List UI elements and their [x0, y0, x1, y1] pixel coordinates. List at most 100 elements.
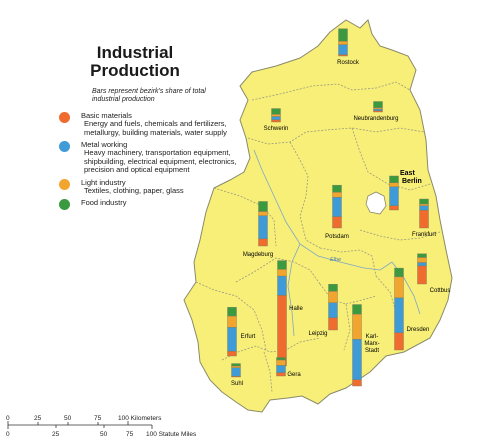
bar-segment-cottbus-0 — [417, 253, 427, 258]
scale-mi-75: 75 — [126, 431, 134, 438]
bar-segment-magdeburg-2 — [258, 215, 268, 240]
scale-km-50: 50 — [64, 415, 72, 422]
scale-mi-50: 50 — [100, 431, 108, 438]
bar-segment-erfurt-3 — [227, 351, 237, 357]
bar-segment-halle-2 — [277, 275, 287, 296]
bar-segment-magdeburg-0 — [258, 201, 268, 212]
bar-segment-magdeburg-1 — [258, 211, 268, 216]
legend-item-light-industry: Light industry Textiles, clothing, paper… — [59, 178, 244, 196]
bar-segment-east-berlin-2 — [389, 186, 399, 206]
label-elbe: Elbe — [330, 257, 341, 263]
label-karl-marx-stadt-3: Stadt — [365, 348, 379, 354]
bar-segment-schwerin-2 — [271, 116, 281, 121]
label-suhl: Suhl — [231, 381, 243, 387]
legend-label: Food industry — [81, 198, 127, 207]
bar-segment-erfurt-1 — [227, 315, 237, 328]
label-leipzig: Leipzig — [308, 331, 327, 337]
bar-segment-schwerin-3 — [271, 119, 281, 123]
legend-label: Light industry — [81, 177, 126, 187]
legend-item-metal-working: Metal working Heavy machinery, transport… — [59, 140, 244, 175]
bar-segment-erfurt-2 — [227, 327, 237, 352]
production-bars — [227, 28, 429, 387]
bar-segment-magdeburg-3 — [258, 238, 268, 247]
legend-swatch-food-industry — [59, 199, 70, 210]
bar-segment-halle-1 — [277, 269, 287, 277]
bar-segment-rostock-1 — [338, 41, 348, 45]
bar-segment-cottbus-3 — [417, 265, 427, 285]
bar-segment-leipzig-0 — [328, 284, 338, 292]
label-cottbus: Cottbus — [430, 288, 451, 294]
bar-segment-dresden-0 — [394, 267, 404, 278]
legend-swatch-light-industry — [59, 178, 70, 190]
bar-segment-frankfurt-0 — [419, 198, 429, 205]
map-subtitle: Bars represent bezirk's share of total i… — [92, 88, 206, 103]
bar-segment-frankfurt-2 — [419, 205, 429, 211]
legend-label: Metal working — [81, 140, 128, 149]
label-east-berlin-2: Berlin — [402, 178, 422, 185]
bar-segment-gera-3 — [276, 372, 286, 377]
label-gera: Gera — [287, 372, 301, 378]
bar-segment-dresden-3 — [394, 332, 404, 351]
legend-description: Heavy machinery, transportation equipmen… — [84, 148, 237, 174]
legend-swatch-basic-materials — [59, 112, 70, 123]
bar-segment-east-berlin-3 — [389, 205, 399, 211]
bar-segment-leipzig-3 — [328, 317, 338, 331]
bar-segment-suhl-2 — [231, 367, 241, 377]
bar-segment-neubrandenburg-2 — [373, 108, 383, 111]
legend-swatch-metal-working — [59, 141, 70, 152]
bezirk-boundaries — [195, 81, 441, 393]
label-karl-marx-stadt-2: Marx- — [364, 341, 379, 347]
bar-segment-karl-marx-stadt-2 — [352, 339, 362, 380]
bar-segment-rostock-0 — [338, 28, 348, 42]
label-magdeburg: Magdeburg — [243, 252, 273, 258]
bar-segment-potsdam-3 — [332, 216, 342, 229]
bar-segment-leipzig-1 — [328, 291, 338, 303]
bar-segment-suhl-0 — [231, 363, 241, 367]
legend-item-food-industry: Food industry — [59, 198, 244, 210]
label-east-berlin-1: East — [400, 170, 415, 177]
bar-segment-erfurt-0 — [227, 307, 237, 317]
gdr-outline — [183, 19, 453, 413]
scale-mi-100: 100 Statute Miles — [146, 431, 197, 438]
bar-segment-frankfurt-3 — [419, 210, 429, 229]
bar-segment-dresden-2 — [394, 297, 404, 333]
label-halle: Halle — [289, 306, 303, 312]
bar-segment-east-berlin-1 — [389, 182, 399, 188]
scale-bar: 0 25 50 75 100 Kilometers 0 25 50 75 100… — [6, 415, 206, 443]
bar-segment-gera-0 — [276, 357, 286, 361]
bar-segment-rostock-3 — [338, 54, 348, 57]
bar-segment-karl-marx-stadt-1 — [352, 313, 362, 340]
bar-segment-potsdam-0 — [332, 184, 342, 193]
bar-segment-rostock-2 — [338, 44, 348, 55]
scale-bar-graphic — [7, 421, 153, 429]
bar-segment-karl-marx-stadt-0 — [352, 304, 362, 315]
bar-segment-halle-0 — [277, 260, 287, 270]
scale-km-75: 75 — [94, 415, 102, 422]
label-rostock: Rostock — [337, 60, 360, 66]
label-potsdam: Potsdam — [325, 234, 349, 240]
legend-description: Energy and fuels, chemicals and fertiliz… — [84, 119, 227, 137]
bar-segment-dresden-1 — [394, 276, 404, 299]
label-neubrandenburg: Neubrandenburg — [353, 116, 398, 122]
bar-segment-gera-2 — [276, 365, 286, 373]
label-karl-marx-stadt-1: Karl- — [366, 334, 379, 340]
map-title: Industrial Production — [90, 43, 180, 80]
west-berlin — [365, 191, 387, 215]
bar-segment-karl-marx-stadt-3 — [352, 379, 362, 387]
label-dresden: Dresden — [407, 327, 430, 333]
bar-segment-gera-1 — [276, 359, 286, 366]
bar-segment-schwerin-0 — [271, 108, 281, 115]
bar-segment-suhl-3 — [231, 375, 241, 378]
bar-segment-schwerin-1 — [271, 114, 281, 117]
bar-segment-cottbus-1 — [417, 257, 427, 263]
label-frankfurt: Frankfurt — [412, 232, 436, 238]
bar-segment-neubrandenburg-0 — [373, 101, 383, 109]
legend-label: Basic materials — [81, 111, 132, 120]
scale-mi-25: 25 — [52, 431, 60, 438]
label-schwerin: Schwerin — [264, 126, 289, 132]
bar-segment-suhl-1 — [231, 365, 241, 368]
label-erfurt: Erfurt — [241, 334, 256, 340]
bar-segment-potsdam-2 — [332, 197, 342, 217]
bar-segment-neubrandenburg-3 — [373, 110, 383, 113]
